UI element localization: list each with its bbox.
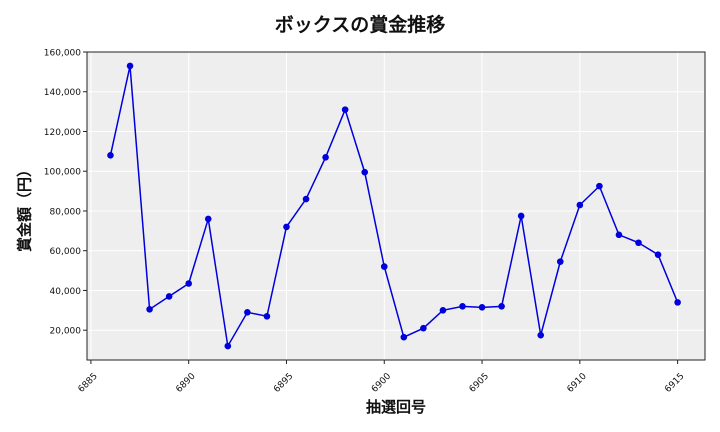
data-point	[263, 312, 271, 320]
y-tick-label: 20,000	[50, 327, 82, 337]
data-point	[341, 106, 349, 113]
x-axis-label: 抽選回号	[365, 398, 426, 416]
data-point	[244, 309, 251, 316]
plot-area	[87, 52, 705, 360]
x-tick-label: 6885	[77, 372, 100, 395]
data-point	[380, 263, 388, 270]
x-tick-label: 6915	[663, 372, 686, 395]
data-point	[674, 299, 681, 306]
y-tick-label: 60,000	[50, 247, 82, 257]
data-point	[107, 152, 114, 159]
data-point	[322, 154, 329, 161]
data-point	[596, 182, 603, 190]
data-point	[459, 303, 466, 310]
y-tick-label: 40,000	[50, 287, 82, 297]
x-tick-label: 6900	[370, 371, 393, 394]
series-line	[109, 65, 679, 349]
plot-frame	[86, 51, 706, 361]
data-point	[302, 195, 310, 203]
data-point	[420, 324, 427, 332]
data-point	[204, 215, 212, 223]
y-tick-label: 140,000	[44, 88, 81, 98]
x-tick-label: 6905	[468, 372, 491, 395]
data-point	[517, 212, 525, 220]
data-point	[126, 62, 134, 70]
data-point	[165, 293, 173, 300]
chart-title: ボックスの賞金推移	[274, 14, 446, 36]
data-point	[224, 342, 232, 350]
data-point	[400, 333, 408, 341]
data-point	[615, 231, 623, 239]
data-point	[439, 307, 447, 314]
data-point	[283, 223, 290, 231]
data-point	[146, 306, 153, 313]
y-tick-label: 160,000	[44, 49, 81, 59]
x-tick-label: 6890	[174, 371, 197, 394]
y-tick-label: 120,000	[44, 128, 81, 138]
x-tick-label: 6910	[566, 371, 589, 394]
y-tick-label: 80,000	[50, 207, 82, 217]
data-point	[635, 239, 642, 247]
data-point	[185, 280, 192, 287]
y-tick-label: 100,000	[44, 168, 81, 178]
data-point	[537, 331, 545, 339]
data-point	[556, 258, 564, 265]
data-point	[576, 201, 584, 209]
x-tick-label: 6895	[272, 372, 295, 395]
data-point	[361, 168, 369, 176]
data-point	[478, 304, 486, 311]
y-axis-label: 賞金額（円）	[15, 161, 34, 253]
data-point	[654, 251, 662, 258]
data-point	[498, 303, 505, 310]
